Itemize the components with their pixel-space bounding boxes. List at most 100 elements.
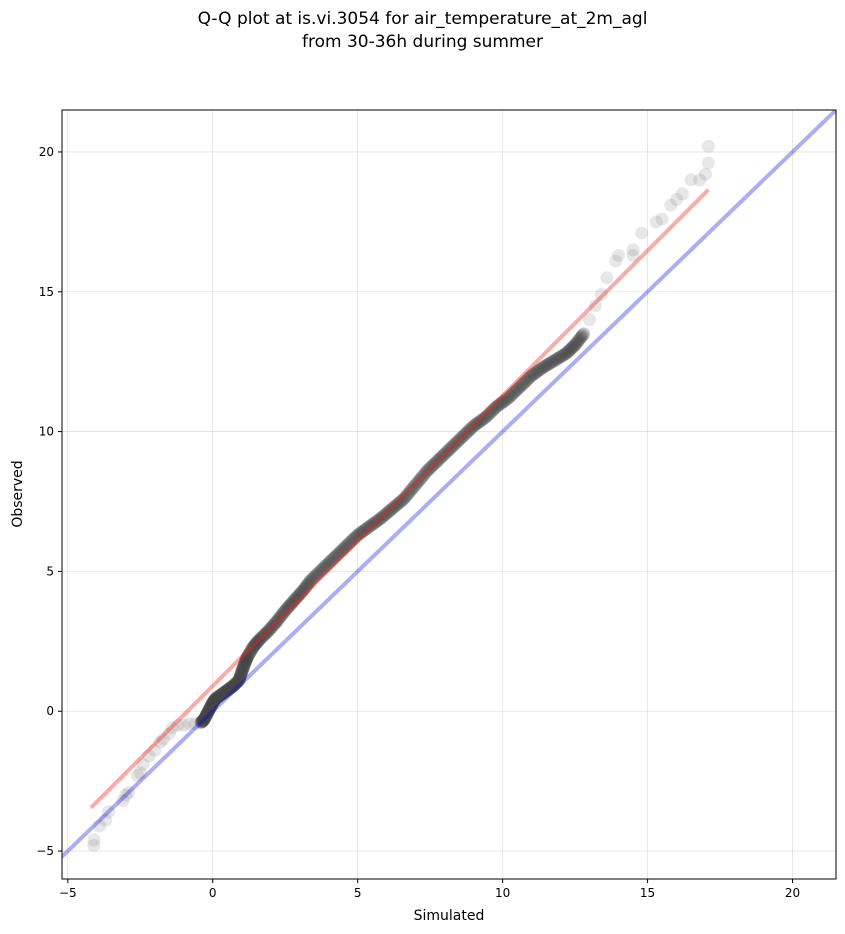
data-point [241, 649, 255, 663]
data-point [353, 526, 367, 540]
data-point [440, 445, 454, 459]
data-point [269, 616, 283, 630]
data-point [235, 665, 249, 679]
data-point [377, 508, 391, 522]
data-point [250, 636, 264, 650]
y-tick-label: 5 [46, 564, 54, 578]
data-point [445, 440, 459, 454]
data-point [201, 706, 215, 720]
data-point [351, 528, 365, 542]
data-point [514, 379, 528, 393]
data-point [701, 139, 715, 153]
data-point [265, 620, 279, 634]
data-point [428, 456, 442, 470]
data-point [220, 683, 234, 697]
data-point [202, 703, 216, 717]
data-point [286, 595, 300, 609]
data-point [227, 678, 241, 692]
data-point [198, 711, 212, 725]
data-point [246, 641, 260, 655]
data-point [249, 636, 263, 650]
data-point [296, 584, 310, 598]
data-point [609, 254, 623, 268]
data-point [239, 653, 253, 667]
data-point [556, 348, 570, 362]
data-point [247, 639, 261, 653]
data-point [221, 683, 235, 697]
data-point [452, 434, 466, 448]
data-point [496, 395, 510, 409]
data-point [262, 624, 276, 638]
data-point [277, 605, 291, 619]
data-point [570, 336, 584, 350]
data-point [202, 703, 216, 717]
data-point [324, 554, 338, 568]
y-tick-label: 0 [46, 704, 54, 718]
data-point [239, 652, 253, 666]
data-point [119, 788, 133, 802]
data-point [228, 677, 242, 691]
data-point [548, 353, 562, 367]
data-point [594, 288, 608, 302]
data-point [381, 505, 395, 519]
data-point [206, 695, 220, 709]
plot-frame [61, 109, 837, 880]
data-point [203, 701, 217, 715]
data-point [213, 688, 227, 702]
x-tick-label: 5 [354, 886, 362, 900]
data-point [574, 330, 588, 344]
data-point [501, 391, 515, 405]
data-point [205, 698, 219, 712]
data-point [217, 686, 231, 700]
data-point [416, 469, 430, 483]
data-point [195, 715, 209, 729]
data-point [375, 510, 389, 524]
data-point [198, 710, 212, 724]
data-point [530, 364, 544, 378]
data-point [399, 489, 413, 503]
data-point [457, 428, 471, 442]
data-point [450, 435, 464, 449]
data-point [577, 327, 591, 341]
data-point [329, 549, 343, 563]
data-point [203, 700, 217, 714]
data-point [600, 271, 614, 285]
data-point [177, 718, 191, 732]
data-point [402, 486, 416, 500]
data-point [498, 394, 512, 408]
data-point [436, 448, 450, 462]
data-point [564, 342, 578, 356]
data-point [296, 583, 310, 597]
data-point [205, 696, 219, 710]
data-point [208, 692, 222, 706]
data-point [298, 581, 312, 595]
data-point [566, 340, 580, 354]
data-point [664, 198, 678, 212]
reference-line-y-equals-x [62, 110, 836, 860]
data-point [276, 606, 290, 620]
data-point [387, 501, 401, 515]
data-point [494, 396, 508, 410]
data-point [316, 562, 330, 576]
data-point [142, 749, 156, 763]
data-point [276, 607, 290, 621]
data-point [500, 392, 514, 406]
data-point [343, 536, 357, 550]
data-point [365, 518, 379, 532]
data-point [246, 640, 260, 654]
data-point [198, 711, 212, 725]
data-point [154, 735, 168, 749]
fit-line [89, 188, 710, 810]
data-point [391, 497, 405, 511]
data-point [212, 690, 226, 704]
data-point [255, 630, 269, 644]
data-point [219, 684, 233, 698]
x-tick-label: 20 [785, 886, 800, 900]
data-point [229, 676, 243, 690]
data-point [557, 348, 571, 362]
data-point [455, 430, 469, 444]
data-point [432, 453, 446, 467]
data-point [285, 596, 299, 610]
data-point [194, 715, 208, 729]
data-point [563, 343, 577, 357]
